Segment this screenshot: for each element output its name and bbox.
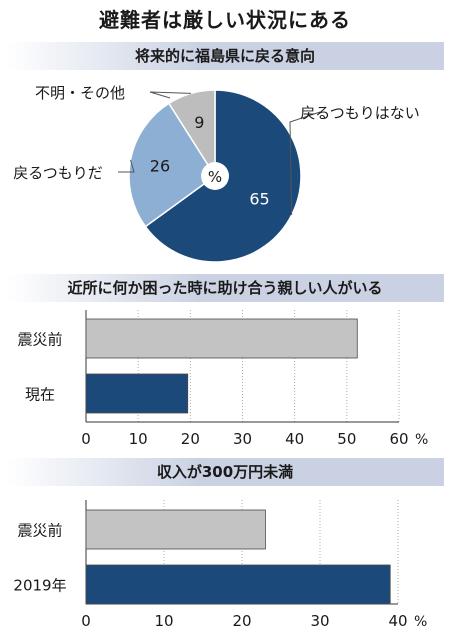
pie-callout-line — [118, 159, 135, 173]
bar — [85, 564, 391, 605]
x-axis-unit: % — [414, 614, 427, 630]
pie-chart-title: 将来的に福島県に戻る意向 — [6, 42, 444, 70]
pie-slice-label: 不明・その他 — [35, 84, 125, 102]
pie-center-circle — [201, 162, 229, 190]
x-tick-label: 10 — [129, 430, 148, 448]
x-axis-unit: % — [415, 432, 428, 448]
pie-value-label: 26 — [150, 157, 170, 176]
neighbors-chart-title: 近所に何か困った時に助け合う親しい人がいる — [6, 274, 444, 302]
pie-slice-label: 戻るつもりだ — [13, 164, 102, 182]
category-label: 現在 — [25, 386, 55, 404]
pie-callout-line — [289, 111, 321, 216]
x-tick-label: 40 — [285, 430, 304, 448]
x-tick-label: 20 — [232, 612, 251, 630]
pie-value-labels: 65 26 9 — [150, 113, 270, 208]
category-label: 震災前 — [17, 331, 62, 349]
x-tick-label: 30 — [310, 612, 329, 630]
x-tick-label: 10 — [154, 612, 173, 630]
x-tick-label: 60 — [389, 430, 408, 448]
pie-center-label: % — [208, 168, 222, 186]
bar — [85, 318, 358, 359]
x-tick-label: 0 — [81, 430, 91, 448]
pie-value-label: 65 — [249, 190, 269, 209]
pie-slice-unknown — [167, 89, 216, 179]
page-title: 避難者は厳しい状況にある — [99, 8, 351, 32]
pie-callout-line — [149, 91, 192, 99]
pie-value-label: 9 — [194, 113, 204, 132]
x-tick-label: 0 — [81, 612, 91, 630]
category-label: 2019年 — [13, 577, 66, 595]
category-label: 震災前 — [17, 522, 62, 540]
pie-slice-label: 戻るつもりはない — [300, 104, 419, 122]
bar — [85, 509, 266, 550]
bar — [85, 373, 189, 414]
x-tick-label: 50 — [337, 430, 356, 448]
x-tick-label: 40 — [388, 612, 407, 630]
income-chart-title: 収入が300万円未満 — [6, 458, 444, 486]
x-tick-label: 30 — [233, 430, 252, 448]
x-tick-label: 20 — [181, 430, 200, 448]
income-bar-chart: 0 10 20 30 40 % 震災前 2019年 — [13, 500, 427, 630]
